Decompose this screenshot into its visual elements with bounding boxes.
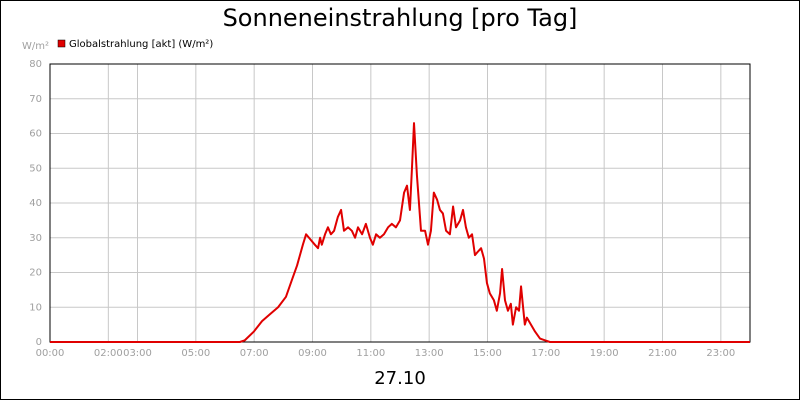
x-tick-label: 23:00 — [706, 348, 735, 359]
x-tick-label: 09:00 — [298, 348, 327, 359]
x-tick-label: 19:00 — [590, 348, 619, 359]
x-tick-label: 02:00 — [94, 348, 123, 359]
x-tick-label: 21:00 — [648, 348, 677, 359]
y-tick-label: 80 — [29, 59, 42, 70]
y-tick-label: 40 — [29, 198, 42, 209]
x-label: 27.10 — [374, 368, 426, 389]
y-tick-label: 50 — [29, 163, 42, 174]
x-tick-label: 05:00 — [181, 348, 210, 359]
x-tick-label: 15:00 — [473, 348, 502, 359]
x-tick-label: 03:00 — [123, 348, 152, 359]
y-tick-label: 0 — [36, 337, 42, 348]
y-tick-label: 60 — [29, 129, 42, 140]
x-tick-label: 00:00 — [36, 348, 65, 359]
y-unit: W/m² — [22, 41, 49, 52]
y-tick-label: 30 — [29, 233, 42, 244]
x-tick-label: 11:00 — [356, 348, 385, 359]
y-tick-label: 20 — [29, 268, 42, 279]
y-tick-label: 70 — [29, 94, 42, 105]
data-line — [50, 122, 750, 343]
legend-label: Globalstrahlung [akt] (W/m²) — [69, 39, 213, 50]
y-tick-label: 10 — [29, 302, 42, 313]
x-tick-label: 17:00 — [531, 348, 560, 359]
plot-frame — [49, 63, 751, 343]
chart-title: Sonneneinstrahlung [pro Tag] — [223, 4, 578, 32]
legend-swatch — [57, 39, 66, 48]
x-tick-label: 07:00 — [240, 348, 269, 359]
x-tick-label: 13:00 — [415, 348, 444, 359]
